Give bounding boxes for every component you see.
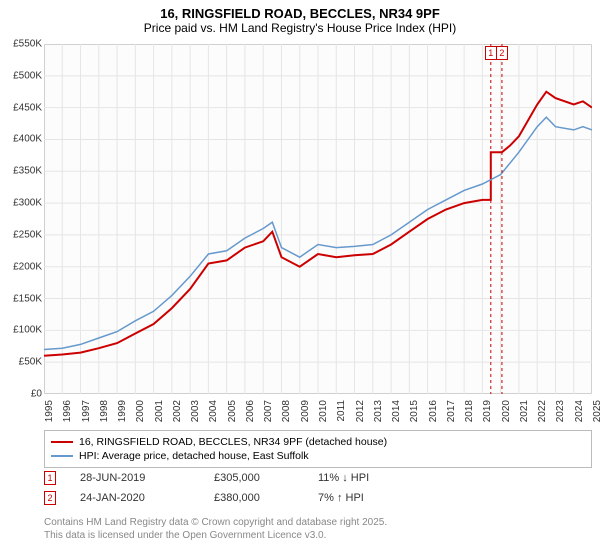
y-tick-label: £400K [2,134,42,145]
x-tick-label: 2014 [391,400,402,430]
x-tick-label: 2019 [482,400,493,430]
sale-marker-box: 2 [44,491,56,505]
attribution-line-2: This data is licensed under the Open Gov… [44,529,387,542]
legend-swatch [51,455,73,457]
x-tick-label: 1999 [117,400,128,430]
sale-pct: 7% ↑ HPI [318,492,408,504]
sale-date: 28-JUN-2019 [80,472,190,484]
x-tick-label: 2012 [355,400,366,430]
x-tick-label: 2008 [281,400,292,430]
x-tick-label: 2000 [135,400,146,430]
x-tick-label: 2021 [519,400,530,430]
x-tick-label: 2022 [537,400,548,430]
sale-price: £305,000 [214,472,294,484]
y-tick-label: £300K [2,198,42,209]
attribution-line-1: Contains HM Land Registry data © Crown c… [44,516,387,529]
x-tick-label: 2015 [409,400,420,430]
x-tick-label: 2016 [428,400,439,430]
y-tick-label: £450K [2,102,42,113]
x-tick-label: 1995 [44,400,55,430]
chart-subtitle: Price paid vs. HM Land Registry's House … [0,21,600,39]
x-tick-label: 2017 [446,400,457,430]
legend-item: HPI: Average price, detached house, East… [51,449,585,463]
data-lines [44,44,592,394]
x-tick-label: 1998 [99,400,110,430]
x-tick-label: 2002 [172,400,183,430]
sale-date: 24-JAN-2020 [80,492,190,504]
x-tick-label: 1996 [62,400,73,430]
attribution: Contains HM Land Registry data © Crown c… [44,516,387,542]
x-tick-label: 2007 [263,400,274,430]
legend: 16, RINGSFIELD ROAD, BECCLES, NR34 9PF (… [44,430,592,468]
y-tick-label: £200K [2,261,42,272]
plot-area: 12 [44,44,592,394]
y-tick-label: £500K [2,70,42,81]
sale-row: 1 28-JUN-2019 £305,000 11% ↓ HPI [44,468,408,488]
y-tick-label: £350K [2,166,42,177]
x-tick-label: 2003 [190,400,201,430]
y-tick-label: £50K [2,357,42,368]
x-tick-label: 2025 [592,400,600,430]
y-tick-label: £150K [2,293,42,304]
chart-title: 16, RINGSFIELD ROAD, BECCLES, NR34 9PF [0,0,600,21]
sale-marker-box: 1 [44,471,56,485]
legend-label: HPI: Average price, detached house, East… [79,450,309,462]
x-tick-label: 2005 [227,400,238,430]
legend-item: 16, RINGSFIELD ROAD, BECCLES, NR34 9PF (… [51,435,585,449]
x-tick-label: 2013 [373,400,384,430]
x-tick-label: 2018 [464,400,475,430]
sale-row: 2 24-JAN-2020 £380,000 7% ↑ HPI [44,488,408,508]
x-axis-labels: 1995199619971998199920002001200220032004… [44,396,592,426]
x-tick-label: 2023 [555,400,566,430]
x-tick-label: 1997 [81,400,92,430]
sale-pct: 11% ↓ HPI [318,472,408,484]
x-tick-label: 2004 [208,400,219,430]
y-tick-label: £250K [2,229,42,240]
sales-table: 1 28-JUN-2019 £305,000 11% ↓ HPI 2 24-JA… [44,468,408,508]
y-tick-label: £0 [2,389,42,400]
y-tick-label: £550K [2,39,42,50]
sale-price: £380,000 [214,492,294,504]
y-tick-label: £100K [2,325,42,336]
x-tick-label: 2010 [318,400,329,430]
x-tick-label: 2006 [245,400,256,430]
x-tick-label: 2001 [154,400,165,430]
legend-swatch [51,441,73,443]
x-tick-label: 2009 [300,400,311,430]
legend-label: 16, RINGSFIELD ROAD, BECCLES, NR34 9PF (… [79,436,387,448]
sale-marker-2: 2 [496,46,508,60]
x-tick-label: 2011 [336,400,347,430]
chart-container: 16, RINGSFIELD ROAD, BECCLES, NR34 9PF P… [0,0,600,560]
x-tick-label: 2020 [501,400,512,430]
x-tick-label: 2024 [574,400,585,430]
